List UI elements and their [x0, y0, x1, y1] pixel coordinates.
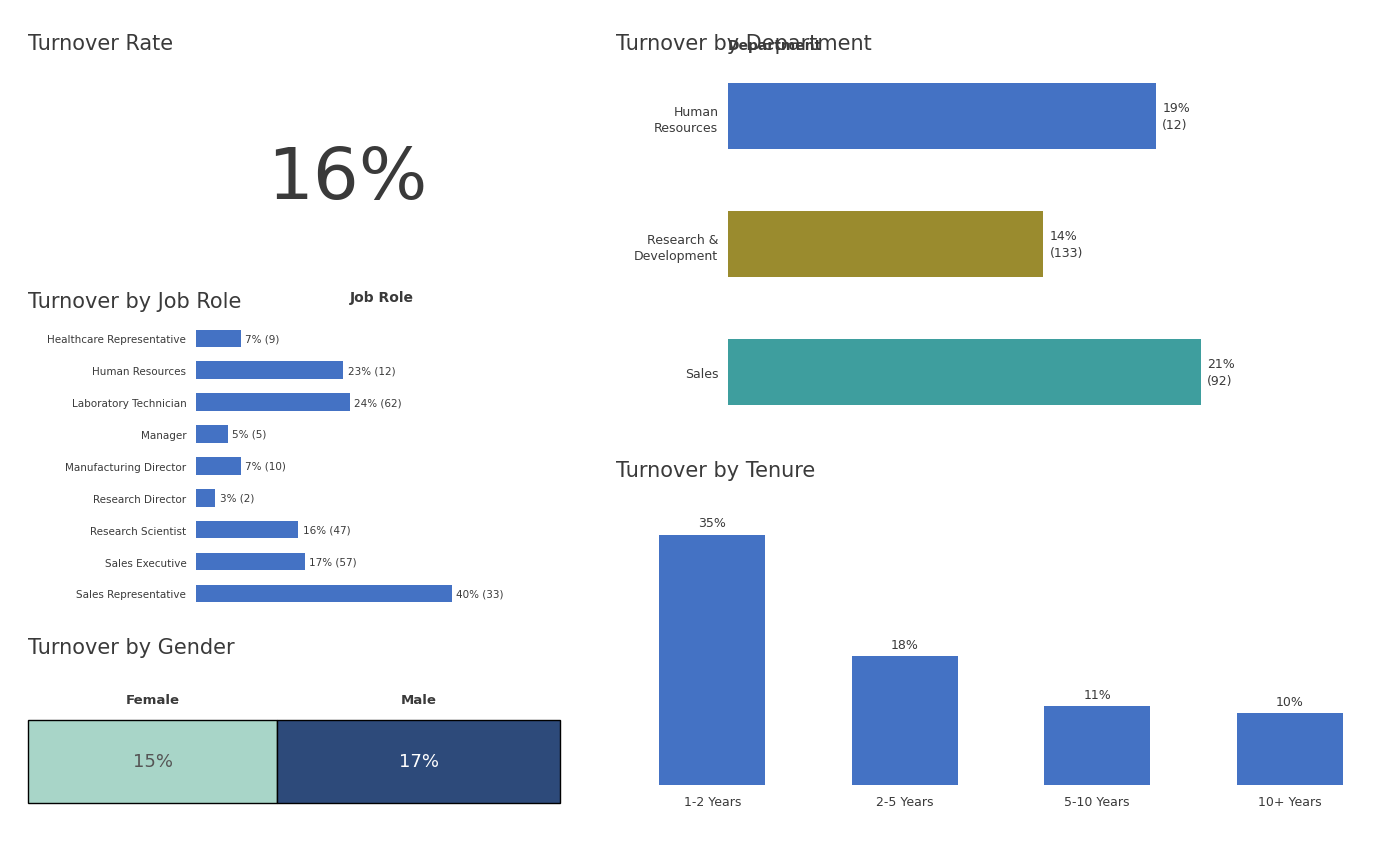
Text: 18%: 18%: [890, 638, 918, 651]
Text: Turnover by Tenure: Turnover by Tenure: [616, 460, 815, 480]
Text: 16%: 16%: [267, 144, 427, 214]
Text: Female: Female: [126, 693, 179, 706]
Bar: [196, 425, 228, 443]
Bar: [728, 84, 1155, 150]
Text: 7% (10): 7% (10): [245, 462, 286, 471]
Text: Job Role: Job Role: [350, 290, 413, 305]
Text: 35%: 35%: [699, 517, 727, 529]
Text: 10%: 10%: [1275, 695, 1303, 708]
Text: 17%: 17%: [399, 753, 438, 771]
Text: 17% (57): 17% (57): [309, 557, 357, 567]
Bar: [659, 535, 766, 785]
Text: 19%
(12): 19% (12): [1162, 102, 1190, 132]
Text: Turnover by Gender: Turnover by Gender: [28, 637, 235, 657]
Text: 7% (9): 7% (9): [245, 334, 280, 344]
Text: 14%
(133): 14% (133): [1050, 230, 1084, 260]
Text: Turnover by Department: Turnover by Department: [616, 34, 872, 54]
Bar: [1236, 713, 1343, 785]
Bar: [196, 585, 452, 603]
Text: 24% (62): 24% (62): [354, 398, 402, 408]
Text: 40% (33): 40% (33): [456, 589, 504, 598]
FancyBboxPatch shape: [28, 720, 277, 803]
Text: Turnover Rate: Turnover Rate: [28, 34, 174, 54]
Bar: [196, 362, 343, 380]
Bar: [196, 522, 298, 538]
Bar: [196, 457, 241, 475]
Text: Turnover by Job Role: Turnover by Job Role: [28, 291, 241, 311]
Bar: [728, 212, 1043, 278]
Text: Department: Department: [728, 40, 822, 53]
FancyBboxPatch shape: [277, 720, 560, 803]
Bar: [196, 330, 241, 348]
Bar: [196, 553, 305, 571]
Text: 23% (12): 23% (12): [347, 365, 395, 376]
Bar: [728, 339, 1201, 406]
Text: Male: Male: [400, 693, 437, 706]
Text: 5% (5): 5% (5): [232, 430, 267, 440]
Text: 21%
(92): 21% (92): [1207, 358, 1235, 387]
Text: 15%: 15%: [133, 753, 172, 771]
Bar: [196, 394, 350, 411]
Bar: [851, 657, 958, 785]
Bar: [1044, 706, 1151, 785]
Text: 3% (2): 3% (2): [220, 493, 253, 503]
Text: 16% (47): 16% (47): [302, 525, 350, 535]
Bar: [196, 490, 216, 507]
Text: 11%: 11%: [1084, 688, 1112, 701]
